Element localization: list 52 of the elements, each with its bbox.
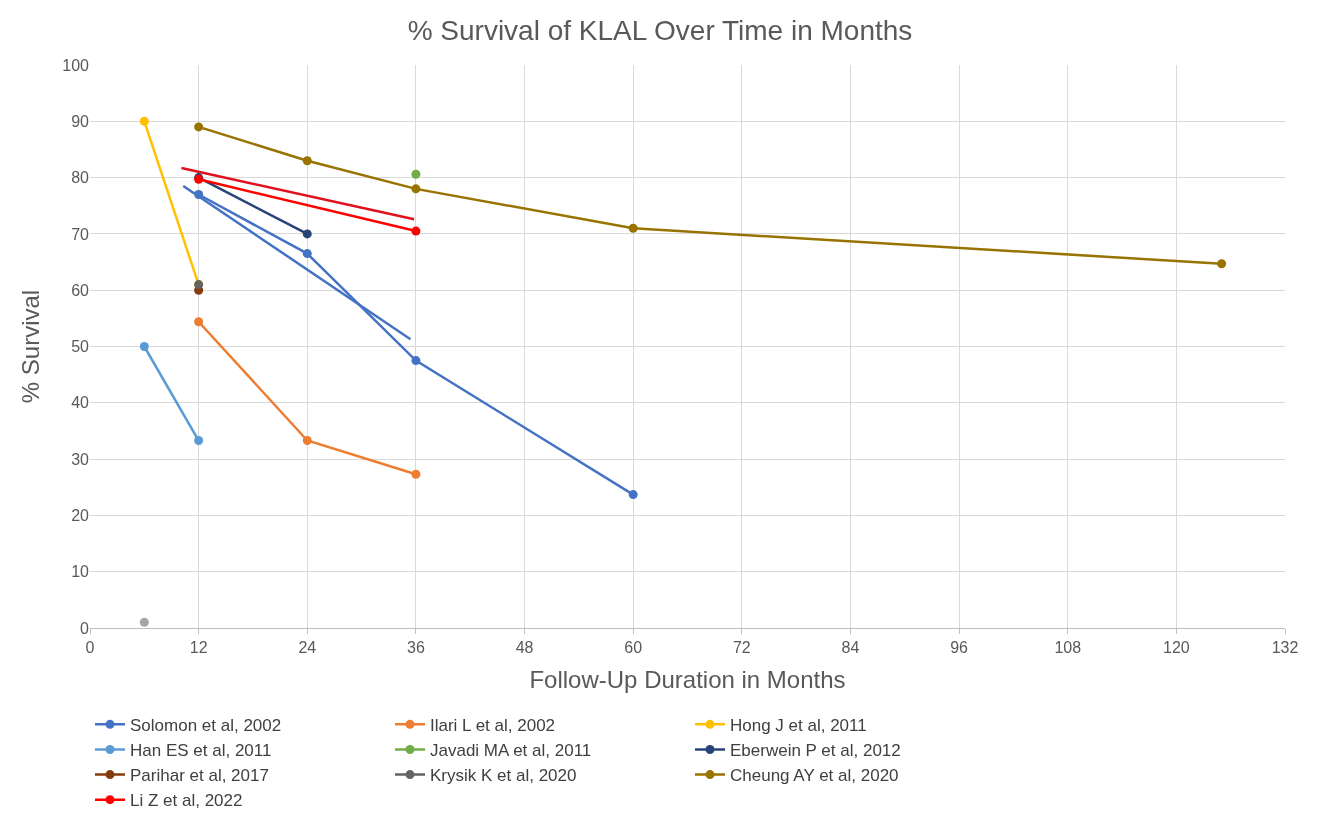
y-tick-label: 50 <box>71 338 90 356</box>
point <box>302 156 312 166</box>
x-tick-label: 84 <box>841 639 860 657</box>
legend-label: Solomon et al, 2002 <box>130 716 282 735</box>
y-tick-label: 100 <box>62 56 90 74</box>
y-tick-label: 0 <box>80 619 90 637</box>
point <box>1217 259 1227 269</box>
y-tick-label: 20 <box>71 507 90 524</box>
legend-label: Eberwein P et al, 2012 <box>730 741 901 761</box>
legend-label: Li Z et al, 2022 <box>130 791 243 811</box>
point <box>411 356 421 366</box>
point <box>302 229 312 239</box>
chart-title: % Survival of KLAL Over Time in Months <box>407 15 913 47</box>
point <box>194 122 204 132</box>
x-tick-label: 96 <box>950 639 969 657</box>
y-tick-label: 90 <box>71 112 90 130</box>
x-tick-label: 24 <box>298 639 317 657</box>
point <box>194 317 204 327</box>
point <box>139 116 149 126</box>
point <box>628 490 638 500</box>
y-tick-label: 30 <box>71 450 90 468</box>
point <box>628 223 638 233</box>
x-tick-label: 36 <box>407 639 425 657</box>
y-tick-label: 10 <box>71 563 90 581</box>
point <box>139 342 149 351</box>
point <box>139 617 149 627</box>
point <box>302 436 312 446</box>
point <box>194 436 204 446</box>
legend-label: Han ES et al, 2011 <box>130 741 272 761</box>
x-tick-label: 60 <box>624 639 643 657</box>
x-tick-label: 108 <box>1054 639 1082 657</box>
legend-label: Ilari L et al, 2002 <box>430 716 556 735</box>
x-tick-label: 120 <box>1163 639 1190 657</box>
y-tick-label: 80 <box>71 169 90 187</box>
point <box>302 249 312 259</box>
x-tick-label: 72 <box>732 639 751 657</box>
y-tick-label: 60 <box>71 281 90 299</box>
point <box>411 469 421 479</box>
x-tick-label: 48 <box>515 639 534 657</box>
x-tick-label: 132 <box>1271 639 1299 657</box>
legend-label: Hong J et al, 2011 <box>730 716 867 735</box>
point <box>411 226 421 236</box>
x-axis-title: Follow-Up Duration in Months <box>529 665 846 693</box>
x-tick-label: 12 <box>189 639 208 657</box>
legend-label: Parihar et al, 2017 <box>130 766 269 786</box>
legend-label: Krysik K et al, 2020 <box>430 766 577 786</box>
legend-label: Javadi MA et al, 2011 <box>430 741 592 761</box>
point <box>411 184 421 194</box>
y-tick-label: 70 <box>71 225 90 243</box>
y-tick-label: 40 <box>71 394 90 412</box>
y-axis-title: % Survival <box>17 289 45 404</box>
legend-label: Cheung AY et al, 2020 <box>730 766 899 786</box>
